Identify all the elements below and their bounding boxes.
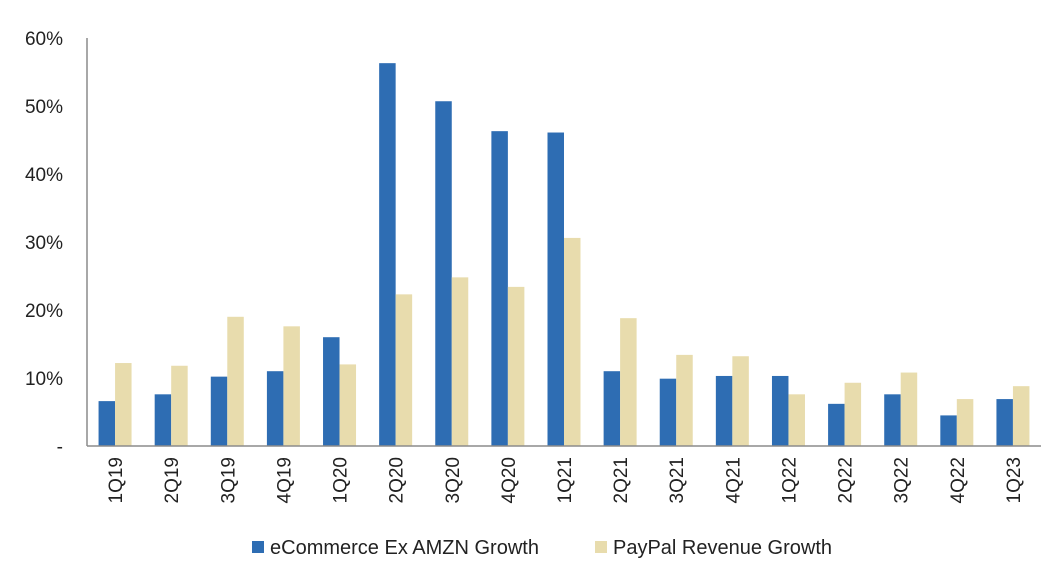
legend: eCommerce Ex AMZN Growth PayPal Revenue G… — [252, 537, 832, 559]
bar-ecommerce-3Q21 — [659, 378, 677, 446]
bar-paypal-2Q19 — [171, 365, 188, 446]
x-tick-label: 1Q20 — [331, 457, 352, 503]
x-tick-label: 2Q22 — [836, 457, 857, 503]
x-tick-label: 1Q19 — [106, 457, 127, 503]
bar-paypal-3Q19 — [227, 316, 244, 446]
bar-paypal-3Q22 — [900, 372, 918, 446]
bar-paypal-1Q22 — [788, 394, 805, 446]
x-tick-label: 3Q22 — [892, 457, 913, 503]
bar-ecommerce-1Q21 — [547, 132, 564, 446]
bar-paypal-2Q22 — [844, 382, 862, 446]
y-tick-label: 20% — [25, 301, 63, 322]
x-tick-label: 1Q23 — [1004, 457, 1025, 503]
bar-paypal-4Q20 — [507, 286, 525, 446]
x-tick-label: 4Q22 — [948, 457, 969, 503]
bar-ecommerce-4Q22 — [940, 415, 957, 446]
bar-paypal-4Q21 — [732, 356, 749, 446]
bar-paypal-4Q19 — [283, 326, 300, 446]
legend-swatch-ecommerce — [252, 541, 264, 553]
x-tick-label: 1Q22 — [779, 457, 800, 503]
bar-ecommerce-4Q19 — [266, 371, 284, 446]
bar-ecommerce-3Q22 — [884, 394, 901, 446]
legend-label-paypal: PayPal Revenue Growth — [613, 537, 832, 559]
bar-ecommerce-1Q22 — [771, 375, 789, 446]
bar-paypal-4Q22 — [956, 399, 974, 446]
x-tick-label: 1Q21 — [555, 457, 576, 503]
x-tick-label: 4Q21 — [723, 457, 744, 503]
bar-paypal-3Q21 — [676, 354, 693, 446]
y-tick-label: 30% — [25, 233, 63, 254]
x-tick-label: 4Q20 — [499, 457, 520, 503]
bars-group — [98, 63, 1030, 447]
bar-ecommerce-2Q22 — [828, 403, 845, 446]
x-tick-label: 3Q20 — [443, 457, 464, 503]
y-tick-label: 10% — [25, 369, 63, 390]
x-tick-label: 3Q19 — [218, 457, 239, 503]
bar-ecommerce-1Q19 — [98, 401, 116, 446]
bar-ecommerce-3Q20 — [435, 101, 452, 447]
y-tick-label: 50% — [25, 97, 63, 118]
bar-paypal-1Q21 — [564, 237, 581, 446]
bar-ecommerce-4Q20 — [491, 131, 508, 446]
y-tick-label: 40% — [25, 165, 63, 186]
legend-swatch-paypal — [595, 541, 607, 553]
legend-label-ecommerce: eCommerce Ex AMZN Growth — [270, 537, 539, 559]
bar-ecommerce-1Q23 — [996, 399, 1013, 446]
x-tick-label: 3Q21 — [667, 457, 688, 503]
y-axis-ticks: - 10% 20% 30% 40% 50% 60% — [25, 29, 63, 458]
bar-ecommerce-4Q21 — [715, 375, 733, 446]
bar-paypal-1Q23 — [1012, 386, 1030, 446]
x-tick-label: 2Q19 — [162, 457, 183, 503]
x-tick-label: 2Q20 — [387, 457, 408, 503]
x-tick-label: 2Q21 — [611, 457, 632, 503]
bar-ecommerce-2Q21 — [603, 371, 621, 446]
x-tick-label: 4Q19 — [274, 457, 295, 503]
bar-ecommerce-2Q19 — [154, 394, 172, 446]
bar-ecommerce-1Q20 — [323, 337, 340, 446]
x-axis-ticks: 1Q19 2Q19 3Q19 4Q19 1Q20 2Q20 3Q20 4Q20 1Q21 2Q21… — [106, 457, 1025, 503]
bar-paypal-1Q19 — [115, 363, 132, 446]
bar-paypal-2Q21 — [620, 318, 637, 446]
y-tick-label: - — [57, 437, 63, 458]
bar-ecommerce-3Q19 — [210, 376, 228, 446]
bar-paypal-2Q20 — [395, 294, 413, 446]
bar-paypal-1Q20 — [339, 364, 357, 446]
bar-paypal-3Q20 — [451, 277, 469, 446]
bar-ecommerce-2Q20 — [379, 63, 396, 446]
y-tick-label: 60% — [25, 29, 63, 50]
